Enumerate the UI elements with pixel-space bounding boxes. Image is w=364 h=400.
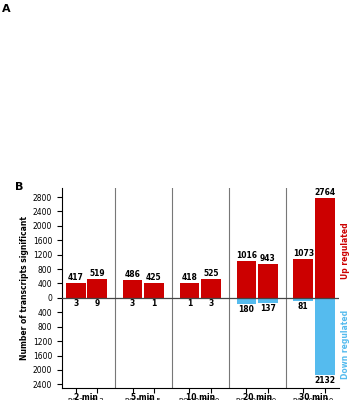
Bar (258, 264, 278, 298)
Text: 9: 9 (95, 299, 100, 308)
Text: 525: 525 (203, 269, 219, 278)
Bar (237, 298, 256, 304)
Bar (237, 261, 256, 298)
Bar (201, 279, 221, 298)
Text: 1073: 1073 (293, 249, 314, 258)
Text: 30 min: 30 min (300, 393, 329, 400)
Bar (180, 283, 199, 298)
Text: 943: 943 (260, 254, 276, 263)
Bar (293, 259, 313, 298)
Text: 2132: 2132 (314, 376, 335, 385)
Text: 418: 418 (182, 273, 197, 282)
Text: 1016: 1016 (236, 251, 257, 260)
Text: 81: 81 (298, 302, 309, 311)
Bar (123, 280, 142, 298)
Text: 5 min: 5 min (131, 393, 155, 400)
Text: 20 min: 20 min (242, 393, 272, 400)
Bar (144, 282, 164, 298)
Bar (258, 298, 278, 303)
Text: 2 min: 2 min (75, 393, 98, 400)
Text: 486: 486 (124, 270, 141, 280)
Text: 2764: 2764 (314, 188, 335, 198)
Text: 519: 519 (89, 269, 105, 278)
Bar (87, 279, 107, 298)
Text: 3: 3 (208, 299, 214, 308)
Text: Up regulated: Up regulated (341, 223, 350, 279)
Text: 180: 180 (238, 305, 254, 314)
Text: 137: 137 (260, 304, 276, 313)
Text: 1: 1 (151, 299, 157, 308)
Bar (315, 298, 335, 375)
Y-axis label: Number of transcripts significant: Number of transcripts significant (20, 216, 29, 360)
Text: Down regulated: Down regulated (341, 310, 350, 379)
Text: A: A (2, 4, 11, 14)
Bar (66, 283, 86, 298)
Text: 425: 425 (146, 273, 162, 282)
Text: 3: 3 (73, 299, 78, 308)
Text: B: B (15, 182, 23, 192)
Text: 3: 3 (130, 299, 135, 308)
Text: 417: 417 (68, 273, 84, 282)
Text: 1: 1 (187, 299, 192, 308)
Text: 10 min: 10 min (186, 393, 215, 400)
Bar (315, 198, 335, 298)
Bar (293, 298, 313, 301)
